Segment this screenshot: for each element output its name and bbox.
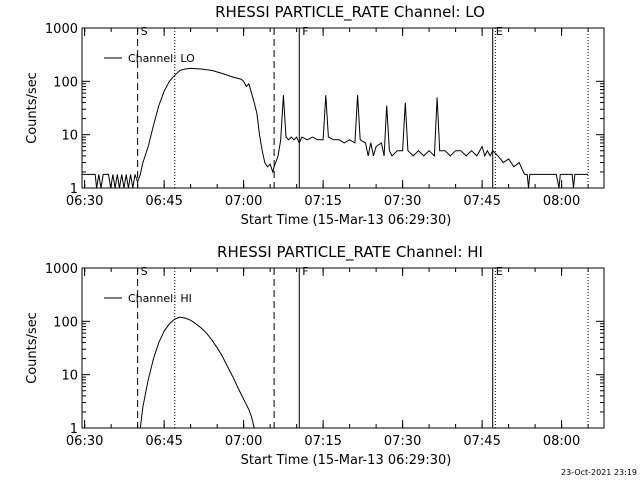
series-line (139, 316, 255, 429)
x-tick-label: 06:30 (66, 434, 103, 449)
plot-frame-hi (81, 267, 605, 429)
legend-label-hi: Channel: HI (128, 292, 192, 305)
series-lo (82, 67, 589, 189)
y-tick-label: 1000 (45, 262, 78, 277)
y-tick-label: 100 (53, 315, 78, 330)
y-tick-label: 10 (61, 129, 78, 144)
marker-label: F (302, 265, 308, 278)
x-tick-label: 06:45 (145, 434, 182, 449)
y-tick-label: 1 (70, 422, 78, 437)
chart-title-hi: RHESSI PARTICLE_RATE Channel: HI (217, 243, 483, 262)
x-tick-label: 07:15 (304, 194, 341, 209)
y-tick-label: 100 (53, 75, 78, 90)
panel-lo: RHESSI PARTICLE_RATE Channel: LO 06:30 06… (25, 3, 605, 228)
footer-timestamp: 23-Oct-2021 23:19 (561, 468, 637, 477)
y-axis-label-lo: Counts/sec (25, 72, 40, 144)
series-hi (139, 316, 255, 429)
y-tick-label: 10 (61, 369, 78, 384)
marker-label: S (141, 265, 148, 278)
x-tick-label: 08:00 (543, 434, 580, 449)
x-axis-label-hi: Start Time (15-Mar-13 06:29:30) (241, 453, 452, 468)
marker-label: E (496, 265, 503, 278)
plot-frame-lo (81, 27, 605, 189)
x-tick-label: 08:00 (543, 194, 580, 209)
marker-label: S (141, 25, 148, 38)
x-tick-label: 07:00 (225, 194, 262, 209)
x-tick-label: 06:45 (145, 194, 182, 209)
legend-label-lo: Channel: LO (128, 52, 195, 65)
y-tick-label: 1000 (45, 22, 78, 37)
x-tick-label: 07:30 (384, 194, 421, 209)
x-tick-label: 07:45 (463, 194, 500, 209)
x-tick-label: 07:15 (304, 434, 341, 449)
y-tick-label: 1 (70, 182, 78, 197)
axis-ticks-hi: 06:30 06:45 07:00 07:15 07:30 07:45 08:00 1 10 10… (45, 262, 604, 449)
marker-label: E (496, 25, 503, 38)
x-tick-label: 07:30 (384, 434, 421, 449)
x-tick-label: 07:00 (225, 434, 262, 449)
y-axis-label-hi: Counts/sec (25, 312, 40, 384)
x-tick-label: 06:30 (66, 194, 103, 209)
panel-hi: RHESSI PARTICLE_RATE Channel: HI 06:30 06… (25, 243, 605, 468)
x-tick-label: 07:45 (463, 434, 500, 449)
axis-ticks-lo: 06:30 06:45 07:00 07:15 07:30 07:45 08:00 1 10 10… (45, 22, 604, 209)
chart-title-lo: RHESSI PARTICLE_RATE Channel: LO (215, 3, 485, 22)
series-line (82, 67, 589, 189)
x-axis-label-lo: Start Time (15-Mar-13 06:29:30) (241, 213, 452, 228)
marker-label: F (302, 25, 308, 38)
